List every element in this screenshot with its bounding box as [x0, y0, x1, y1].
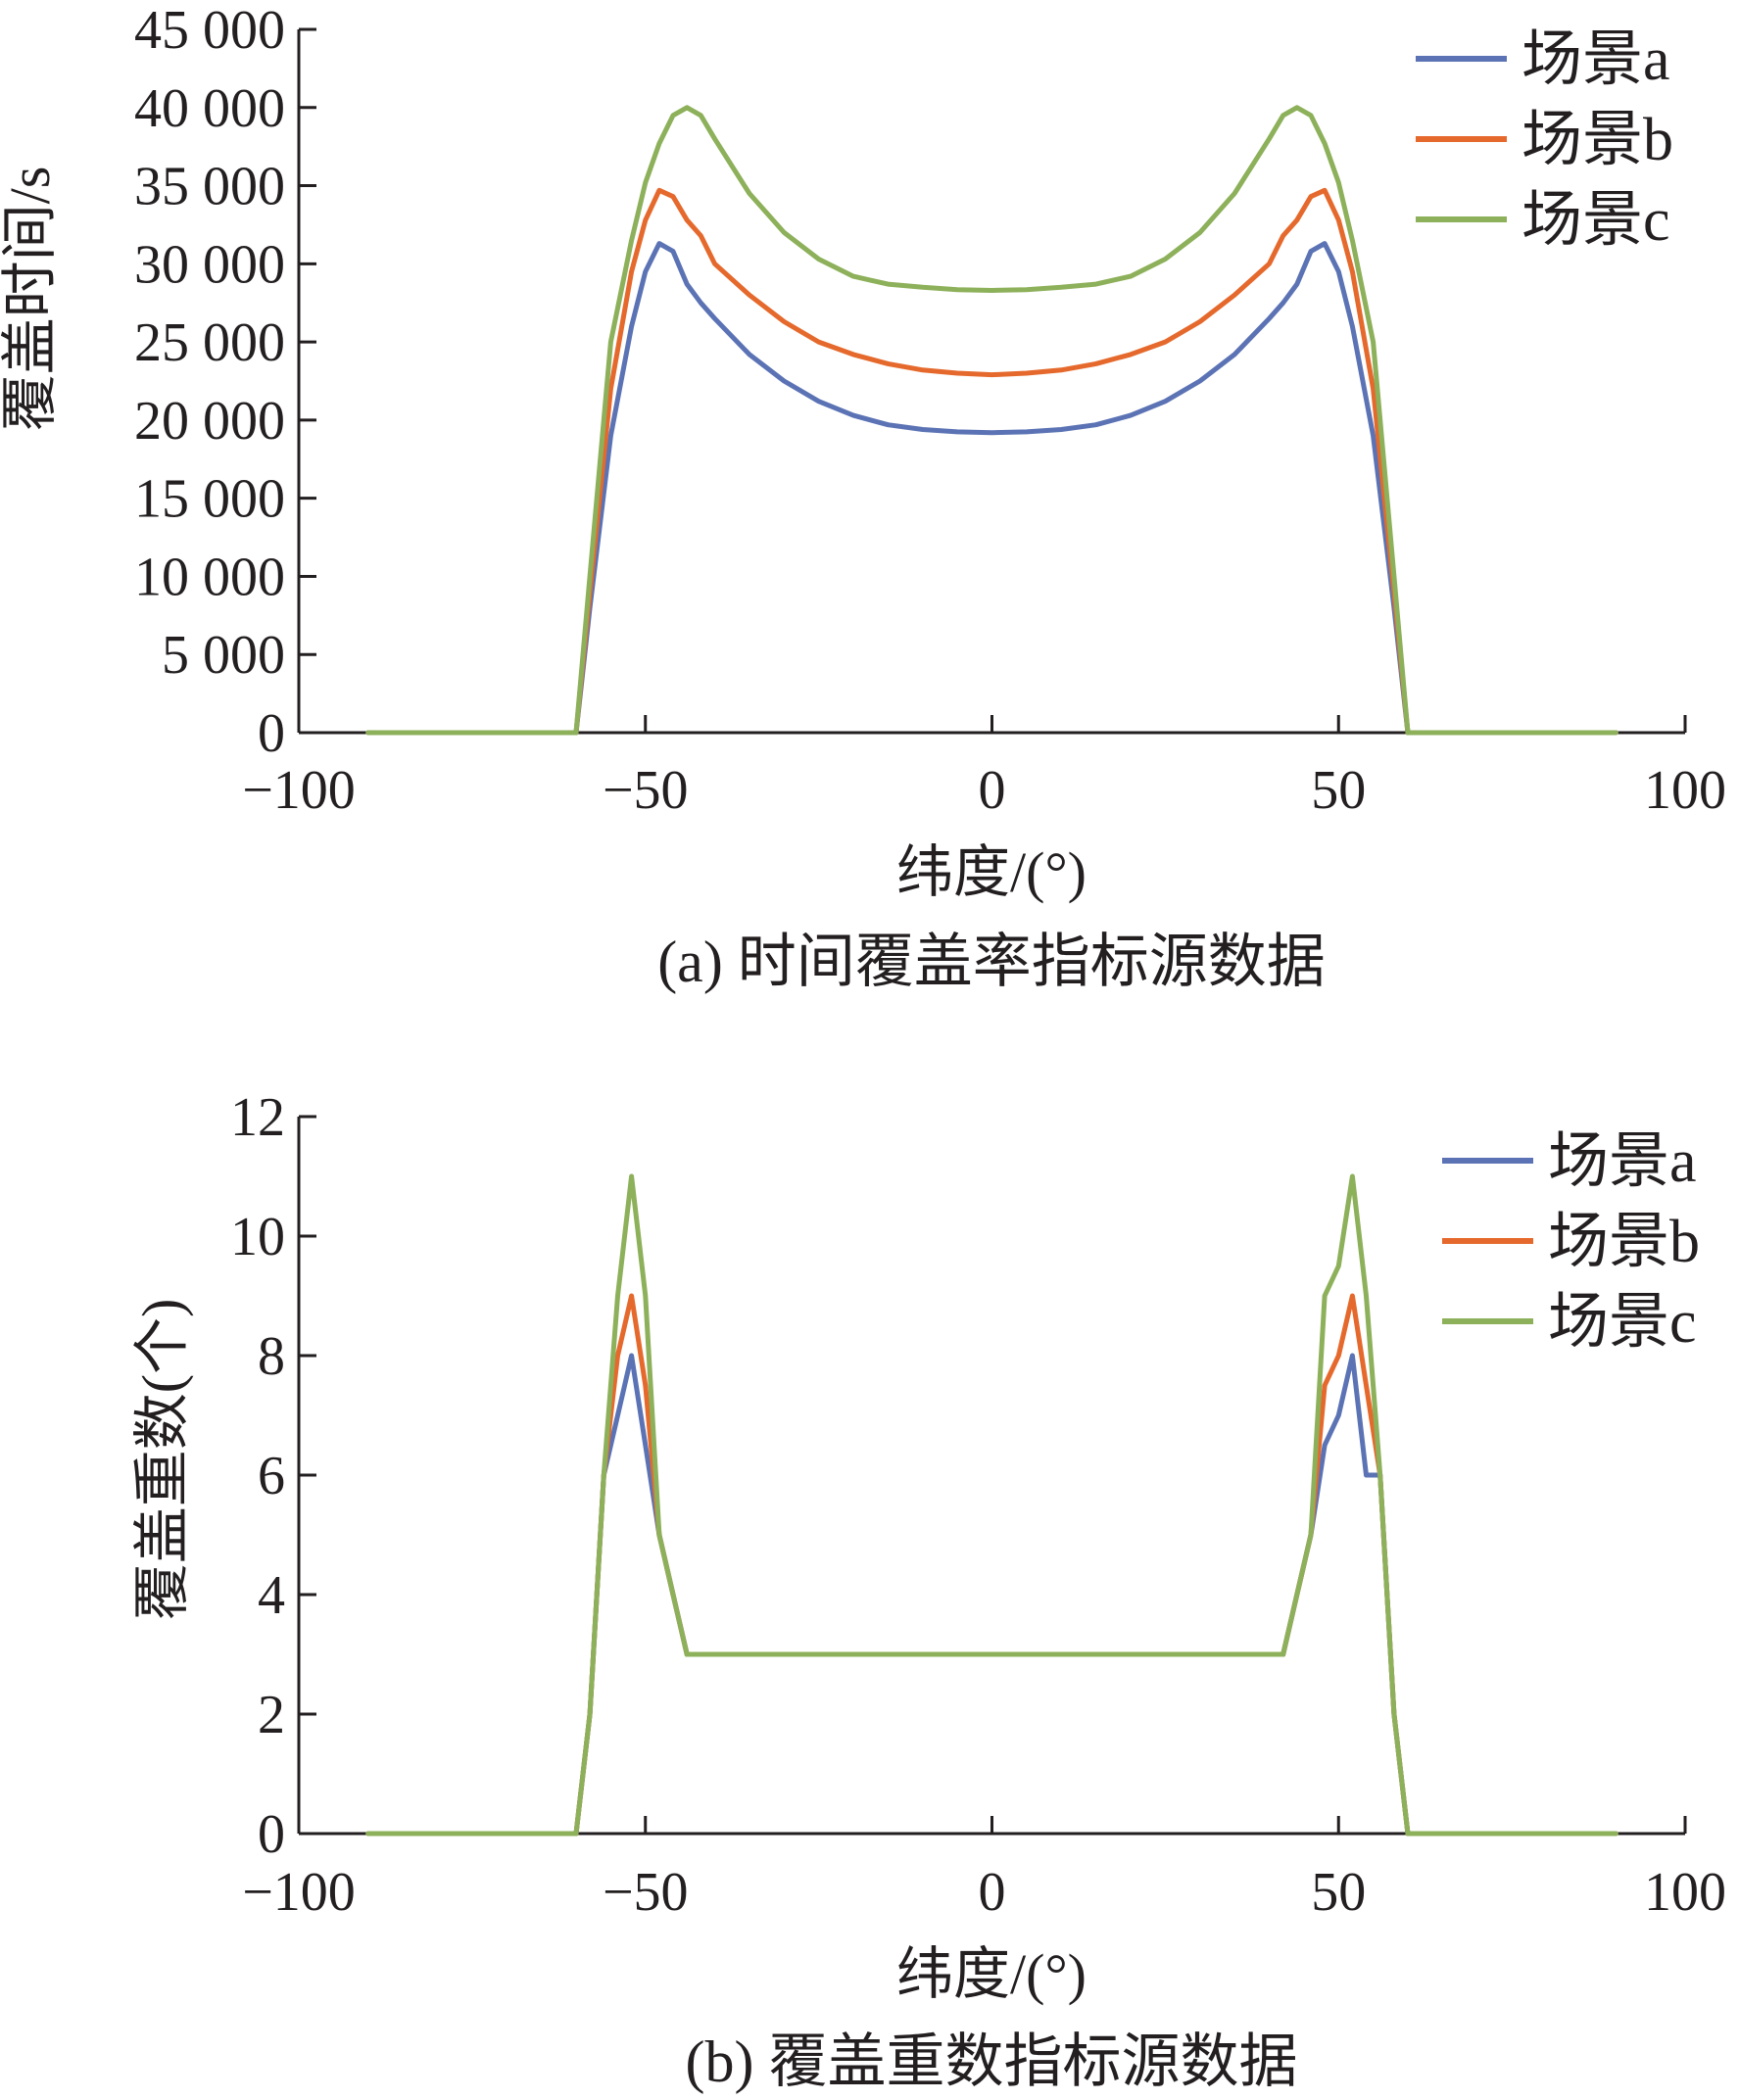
series-line-3: [365, 105, 1618, 736]
series-line-3: [365, 1173, 1618, 1837]
y-tick-label: 0: [258, 1804, 285, 1865]
x-tick-label: −100: [242, 760, 356, 821]
x-tick-label: 50: [1311, 1862, 1366, 1923]
x-tick-label: 0: [979, 760, 1006, 821]
series-line-1: [365, 241, 1618, 736]
legend-label-1: 场景a: [1548, 1128, 1697, 1195]
x-tick-label: −50: [603, 1862, 689, 1923]
legend-label-2: 场景b: [1522, 107, 1673, 173]
y-tick-label: 10 000: [134, 547, 285, 607]
y-tick-label: 5 000: [162, 625, 285, 686]
y-tick-label: 15 000: [134, 469, 285, 530]
legend-label-1: 场景a: [1522, 26, 1670, 93]
y-tick-label: 25 000: [134, 312, 285, 373]
chart-b-caption: (b) 覆盖重数指标源数据: [686, 2029, 1298, 2094]
y-tick-label: 10: [230, 1207, 285, 1267]
series-line-1: [365, 1353, 1618, 1837]
chart-a-ylabel: 覆盖时间/s: [0, 167, 62, 432]
y-tick-label: 45 000: [134, 0, 285, 61]
x-tick-label: 0: [979, 1862, 1006, 1923]
legend-label-3: 场景c: [1548, 1289, 1697, 1356]
chart-a-axes: 0 5 000 10 000 15 000 20 000 25 000 30 000 35 0…: [134, 0, 1726, 821]
chart-b-ylabel: 覆盖重数(个): [130, 1299, 194, 1621]
y-tick-label: 30 000: [134, 234, 285, 295]
series-line-2: [365, 1293, 1618, 1837]
legend-label-3: 场景c: [1522, 187, 1670, 254]
chart-b-legend: 场景a 场景b 场景c: [1442, 1128, 1700, 1356]
chart-b-xlabel: 纬度/(°): [896, 1942, 1087, 2006]
chart-b-axes: 0 2 4 6 8 10 12 −100 −50 0 50 100: [230, 1087, 1726, 1923]
legend-label-2: 场景b: [1548, 1209, 1700, 1275]
x-tick-label: 50: [1311, 760, 1366, 821]
chart-b-series-group: [365, 1173, 1618, 1837]
y-tick-label: 8: [258, 1326, 285, 1387]
x-tick-label: 100: [1644, 760, 1726, 821]
y-tick-label: 0: [258, 703, 285, 764]
x-tick-label: −100: [242, 1862, 356, 1923]
chart-a-caption: (a) 时间覆盖率指标源数据: [657, 930, 1326, 994]
chart-a-legend: 场景a 场景b 场景c: [1416, 26, 1673, 254]
x-tick-label: 100: [1644, 1862, 1726, 1923]
chart-a-coverage-time: 0 5 000 10 000 15 000 20 000 25 000 30 000 35 0…: [0, 0, 1726, 994]
y-tick-label: 20 000: [134, 391, 285, 452]
x-tick-label: −50: [603, 760, 689, 821]
y-tick-label: 40 000: [134, 78, 285, 139]
y-tick-label: 35 000: [134, 157, 285, 217]
series-line-2: [365, 187, 1618, 736]
chart-a-series-group: [365, 105, 1618, 736]
y-tick-label: 4: [258, 1565, 285, 1626]
chart-a-xlabel: 纬度/(°): [896, 840, 1087, 904]
y-tick-label: 6: [258, 1446, 285, 1506]
y-tick-label: 12: [230, 1087, 285, 1148]
y-tick-label: 2: [258, 1685, 285, 1745]
